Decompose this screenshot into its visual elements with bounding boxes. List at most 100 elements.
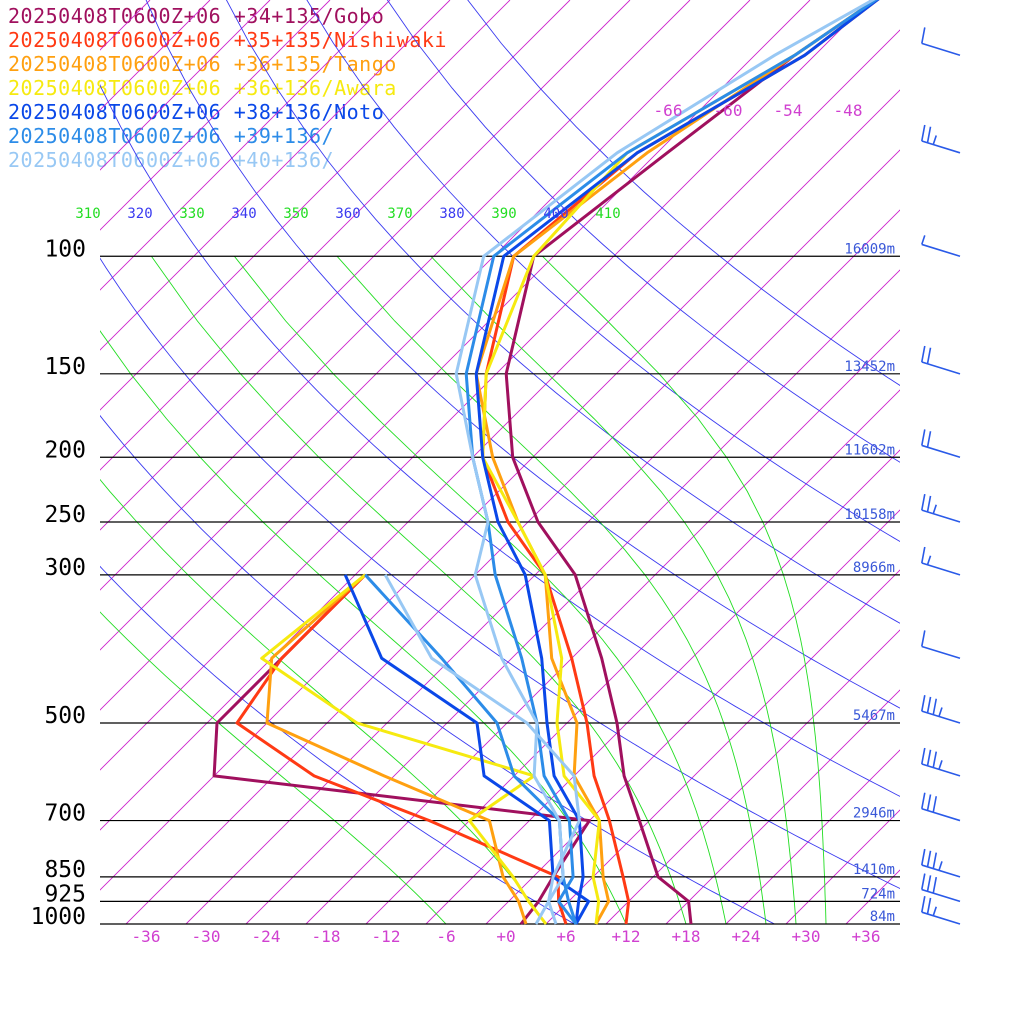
wind-barb-feather	[921, 235, 926, 245]
isotherm-line	[100, 89, 900, 891]
wind-barb-staff	[921, 243, 961, 258]
wind-barb-staff	[921, 509, 961, 523]
wind-barb-feather	[921, 494, 926, 511]
isotherm-line	[100, 0, 511, 411]
temp-tick-label: -30	[192, 927, 221, 946]
height-label: 724m	[861, 886, 895, 902]
pressure-label: 200	[44, 437, 86, 463]
height-label: 10158m	[844, 507, 895, 523]
wind-barb-staff	[921, 645, 961, 660]
isobar-lines	[100, 255, 900, 925]
wind-barb-staff	[921, 140, 961, 154]
theta-label: 360	[335, 206, 360, 222]
theta-label: 410	[595, 206, 620, 222]
wind-barb-staff	[921, 562, 961, 576]
theta-label: 320	[127, 206, 152, 222]
wind-barb-feather	[926, 495, 932, 513]
isotherm-line	[100, 0, 451, 351]
isotherm-line	[785, 809, 900, 924]
wind-barb-feather	[921, 695, 926, 712]
isotherm-line	[100, 0, 871, 771]
upper-isotherm-label: -66	[654, 101, 683, 120]
isotherm-line	[100, 29, 900, 831]
theta-label: 340	[231, 206, 256, 222]
upper-isotherm-label: -48	[834, 101, 863, 120]
series-0-dew-line	[212, 573, 591, 925]
isotherm-line	[100, 0, 211, 111]
wind-barb-staff	[921, 444, 961, 459]
upper-isotherm-label: -54	[774, 101, 803, 120]
wind-barb-staff	[921, 361, 961, 375]
pressure-label: 700	[44, 801, 86, 827]
theta-label: 380	[439, 206, 464, 222]
temp-tick-label: +18	[672, 927, 701, 946]
pressure-label: 150	[44, 354, 86, 380]
pressure-label: 100	[44, 236, 86, 262]
temp-tick-label: +36	[852, 927, 881, 946]
upper-isotherm-label: -60	[714, 101, 743, 120]
wind-barb-staff	[921, 807, 961, 822]
wind-barb-feather	[921, 429, 926, 446]
height-label: 5467m	[853, 708, 895, 724]
temp-tick-label: +30	[792, 927, 821, 946]
isotherm-line	[100, 0, 391, 291]
legend-entry-gobo: 20250408T0600Z+06 +34+135/Gobo	[8, 4, 385, 28]
pressure-label: 925	[44, 881, 86, 907]
wind-barb-feather	[921, 630, 926, 647]
wind-barb-staff	[921, 42, 961, 57]
wind-barb-feather	[921, 848, 926, 866]
theta-label: 330	[179, 206, 204, 222]
chart-legend: 20250408T0600Z+06 +34+135/Gobo 20250408T…	[8, 4, 447, 172]
series-5-temp-line	[464, 0, 879, 925]
legend-entry-nishiwaki: 20250408T0600Z+06 +35+135/Nishiwaki	[8, 28, 447, 52]
series-1-dew-line	[235, 573, 568, 925]
isotherm-line	[665, 689, 900, 924]
isotherm-line	[100, 0, 631, 531]
isotherm-line	[185, 209, 900, 924]
pressure-label: 500	[44, 703, 86, 729]
wind-barb-feather	[932, 698, 938, 715]
isotherm-line	[545, 569, 900, 924]
legend-entry-39-136: 20250408T0600Z+06 +39+136/	[8, 124, 335, 148]
height-label: 16009m	[844, 241, 895, 257]
isotherm-line	[605, 629, 900, 924]
series-6-temp-line	[454, 0, 876, 925]
isotherm-line	[906, 0, 1024, 924]
wind-barb-feather	[926, 850, 932, 867]
wind-barb-feather	[921, 124, 926, 142]
dry-adiabat-lines	[100, 0, 900, 924]
wind-barb-feather	[938, 760, 943, 770]
wind-barb-staff	[921, 763, 961, 777]
temp-tick-label: -18	[312, 927, 341, 946]
moist-adiabat-line	[542, 255, 827, 924]
wind-barb-staff	[921, 710, 961, 724]
isotherm-line	[966, 0, 1024, 924]
wind-barb-feather	[938, 707, 943, 717]
theta-label: 390	[491, 206, 516, 222]
dry-adiabat-line	[100, 565, 575, 924]
wind-barb-feather	[926, 431, 932, 448]
axis-labels: 100 16009m 150 13452m 200 11602m 250 10158m 300 8…	[31, 101, 895, 946]
dry-adiabat-line	[100, 414, 775, 924]
temp-tick-label: +24	[732, 927, 761, 946]
isotherm-line	[100, 0, 751, 651]
sounding-profiles	[212, 0, 880, 925]
wind-barb-feather	[921, 27, 926, 44]
temp-tick-label: -6	[436, 927, 455, 946]
wind-barb-staff	[921, 911, 961, 925]
wind-barb-feather	[926, 897, 932, 915]
wind-barb-feather	[932, 876, 938, 894]
wind-barb-feather	[926, 347, 932, 364]
isotherm-line	[425, 449, 900, 924]
series-2-dew-line	[265, 573, 528, 925]
wind-barb-feather	[932, 852, 938, 869]
theta-label: 400	[543, 206, 568, 222]
moist-adiabat-line	[151, 256, 687, 924]
legend-entry-40-136: 20250408T0600Z+06 +40+136/	[8, 148, 335, 172]
isotherm-lines	[100, 0, 1024, 924]
theta-label: 310	[75, 206, 100, 222]
isotherm-line	[485, 509, 900, 924]
wind-barb-feather	[932, 135, 938, 145]
temp-tick-label: -24	[252, 927, 281, 946]
series-4-temp-line	[474, 0, 880, 925]
